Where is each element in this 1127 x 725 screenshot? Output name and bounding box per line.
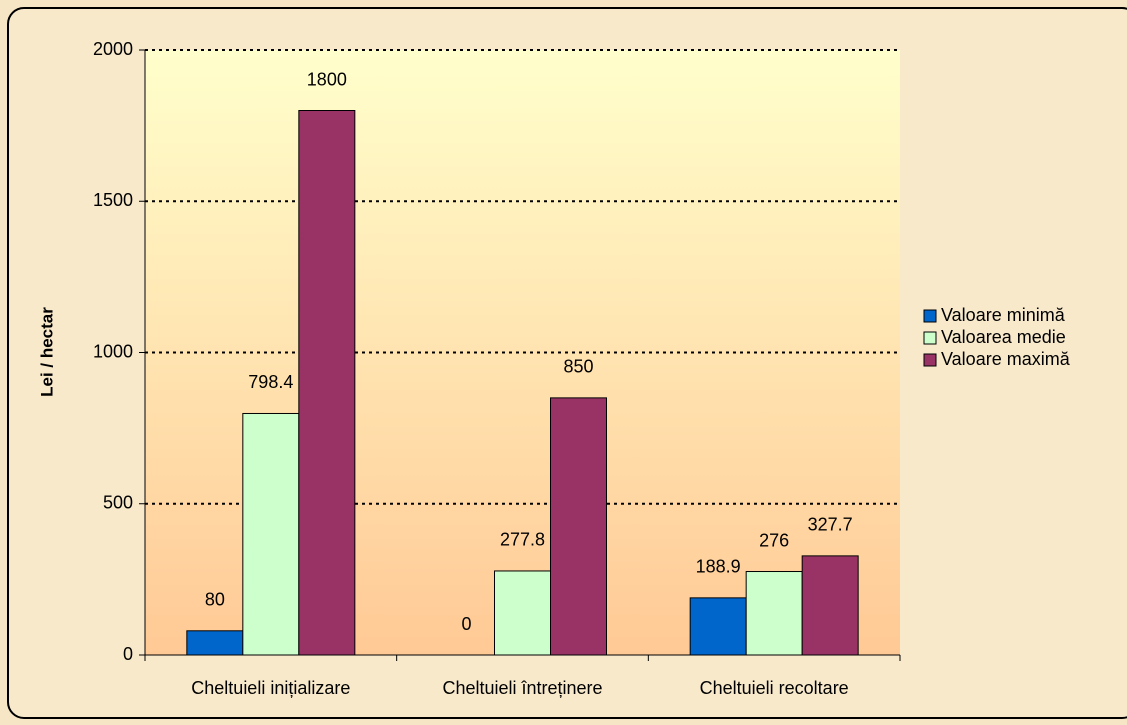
value-label: 277.8 [500, 530, 545, 550]
bar [745, 571, 803, 656]
bar [298, 110, 356, 656]
legend-swatch [923, 353, 937, 367]
legend-label: Valoare maximă [941, 349, 1071, 369]
value-label: 80 [205, 590, 225, 610]
value-label: 0 [461, 614, 471, 634]
y-tick-label: 2000 [93, 39, 133, 59]
value-label: 1800 [307, 69, 347, 89]
bar [550, 397, 607, 656]
x-tick-label: Cheltuieli recoltare [700, 678, 849, 698]
legend-swatch [923, 331, 937, 345]
legend-label: Valoarea medie [941, 327, 1066, 347]
legend-swatch [923, 309, 937, 323]
x-tick-label: Cheltuieli întreținere [442, 678, 602, 698]
value-label: 798.4 [248, 372, 293, 392]
bar [494, 570, 551, 656]
value-label: 188.9 [696, 557, 741, 577]
value-label: 276 [759, 530, 789, 550]
value-label: 327.7 [808, 515, 853, 535]
y-axis-label: Lei / hectar [37, 307, 56, 397]
bar [689, 597, 747, 656]
y-tick-label: 500 [103, 493, 133, 513]
bar [186, 630, 244, 656]
value-label: 850 [563, 357, 593, 377]
y-tick-label: 1500 [93, 190, 133, 210]
x-tick-label: Cheltuieli inițializare [191, 678, 350, 698]
y-tick-label: 0 [123, 644, 133, 664]
y-tick-label: 1000 [93, 341, 133, 361]
legend-label: Valoare minimă [941, 305, 1066, 325]
bar [801, 555, 859, 656]
bar [242, 412, 300, 656]
